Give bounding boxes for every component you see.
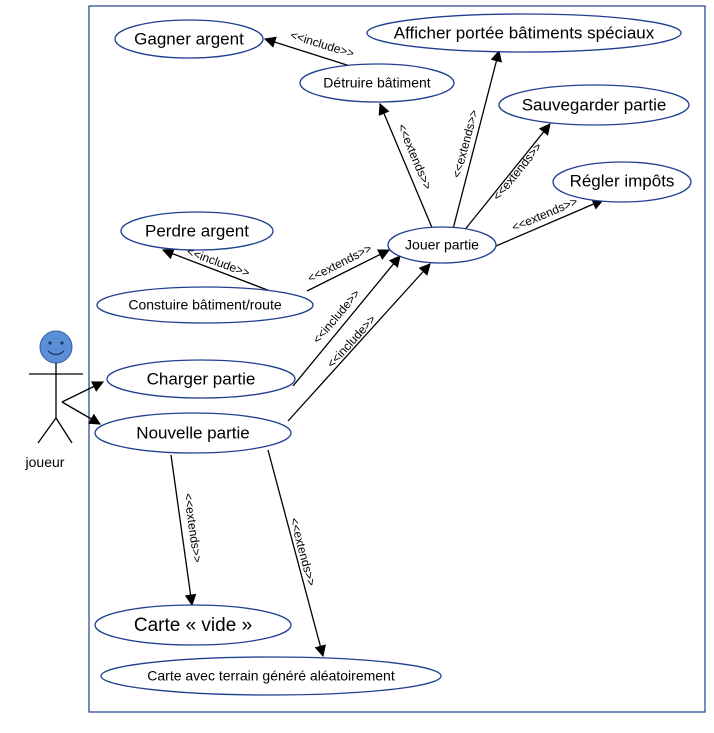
edge-nouvelle-carte-vide [170, 454, 197, 607]
actor-head [39, 330, 73, 364]
label-jouer-sauvegarder: <<extends>> [490, 140, 545, 203]
use-case-ellipse [94, 412, 292, 454]
use-case-label: Régler impôts [570, 171, 675, 190]
use-case-nouvelle-partie: Nouvelle partie [94, 412, 292, 454]
edge-jouer-detruire [378, 102, 434, 231]
edge-jouer-regler [495, 198, 605, 247]
use-case-afficher-portee: Afficher portée bâtiments spéciaux [366, 13, 682, 53]
use-case-ellipse [120, 211, 274, 251]
use-case-ellipse [498, 84, 690, 126]
use-case-label: Sauvegarder partie [522, 95, 667, 114]
use-case-ellipse [94, 604, 292, 646]
use-case-carte-aleatoire: Carte avec terrain généré aléatoirement [100, 656, 442, 696]
association-charger [61, 381, 105, 403]
edge-nouvelle-carte-aleatoire [267, 449, 326, 658]
use-case-label: Charger partie [147, 369, 256, 388]
use-case-ellipse [96, 286, 314, 324]
use-case-ellipse [387, 226, 497, 264]
use-case-ellipse [552, 161, 692, 203]
use-case-label: Carte « vide » [134, 615, 252, 636]
actor-leg-left [37, 417, 57, 444]
actor-eye-left [48, 341, 52, 345]
use-case-ellipse [106, 359, 296, 399]
edge-nouvelle-jouer [287, 263, 431, 422]
edge-construire-perdre [161, 248, 271, 292]
use-case-label: Jouer partie [405, 237, 479, 253]
edge-jouer-sauvegarder [462, 123, 551, 233]
label-jouer-afficher: <<extends>> [449, 108, 481, 179]
use-case-label: Gagner argent [134, 29, 244, 48]
use-case-label: Afficher portée bâtiments spéciaux [394, 23, 655, 42]
actor-joueur: joueur [25, 330, 83, 470]
label-nouvelle-carte-aleatoire: <<extends>> [287, 516, 319, 587]
use-case-label: Perdre argent [145, 221, 249, 240]
use-case-ellipse [299, 63, 455, 103]
actor-smile [47, 350, 65, 356]
use-case-label: Constuire bâtiment/route [128, 297, 282, 313]
use-case-perdre-argent: Perdre argent [120, 211, 274, 251]
system-boundary [88, 5, 706, 713]
use-case-construire-batiment: Constuire bâtiment/route [96, 286, 314, 324]
edge-detruire-gagner [263, 36, 351, 67]
use-case-label: Carte avec terrain généré aléatoirement [147, 668, 395, 684]
edge-construire-jouer [306, 249, 391, 292]
actor-eye-right [60, 341, 64, 345]
association-nouvelle [61, 401, 102, 425]
use-case-detruire-batiment: Détruire bâtiment [299, 63, 455, 103]
use-case-charger-partie: Charger partie [106, 359, 296, 399]
use-case-ellipse [100, 656, 442, 696]
use-case-label: Détruire bâtiment [323, 75, 430, 91]
use-case-ellipse [114, 19, 264, 59]
edge-jouer-afficher [452, 49, 503, 230]
use-case-gagner-argent: Gagner argent [114, 19, 264, 59]
edge-charger-jouer [292, 255, 401, 387]
use-case-ellipse [366, 13, 682, 53]
use-case-label: Nouvelle partie [136, 423, 249, 442]
actor-label: joueur [25, 454, 65, 470]
label-detruire-gagner: <<include>> [289, 28, 356, 61]
actor-leg-right [55, 417, 73, 444]
label-jouer-detruire: <<extends>> [395, 122, 435, 192]
use-case-sauvegarder-partie: Sauvegarder partie [498, 84, 690, 126]
use-case-jouer-partie: Jouer partie [387, 226, 497, 264]
use-case-regler-impots: Régler impôts [552, 161, 692, 203]
use-case-carte-vide: Carte « vide » [94, 604, 292, 646]
